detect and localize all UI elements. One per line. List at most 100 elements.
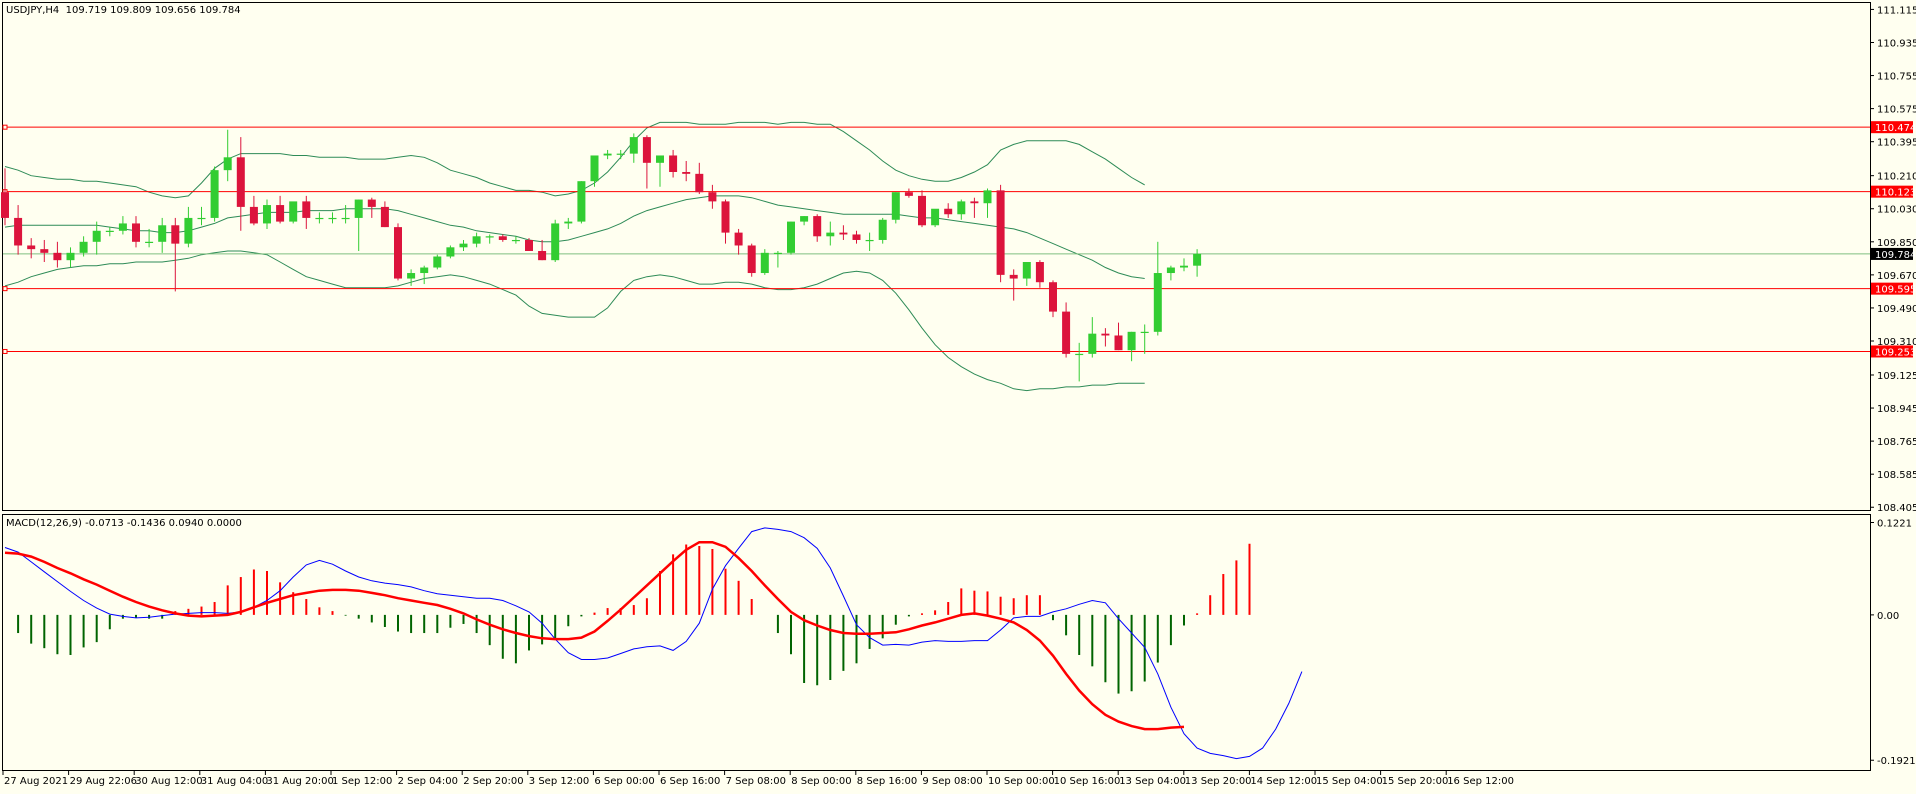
- candle-body: [145, 241, 154, 244]
- time-tick-label: 8 Sep 16:00: [857, 776, 917, 787]
- time-tick-label: 15 Sep 04:00: [1316, 776, 1383, 787]
- price-tick-label: 109.850: [1877, 238, 1916, 249]
- candle-body: [564, 221, 573, 224]
- price-tick-label: 109.670: [1877, 271, 1916, 282]
- level-price-tag: [1871, 282, 1913, 295]
- time-tick-label: 2 Sep 04:00: [398, 776, 458, 787]
- candle-body: [1166, 267, 1175, 274]
- candle-body: [551, 223, 560, 261]
- candle-body: [105, 230, 114, 232]
- candle-body: [656, 155, 664, 163]
- candle-body: [629, 137, 638, 154]
- level-price-tag: [1871, 185, 1913, 198]
- candle-body: [276, 205, 285, 222]
- level-handle: [2, 124, 8, 130]
- candle-body: [931, 208, 940, 226]
- time-tick-label: 30 Aug 12:00: [135, 776, 202, 787]
- level-price-label: 110.474: [1875, 123, 1916, 134]
- candle-body: [1009, 274, 1018, 279]
- candle-body: [328, 217, 337, 220]
- time-tick-label: 3 Sep 12:00: [529, 776, 589, 787]
- candle-body: [944, 208, 953, 215]
- candle-body: [223, 157, 232, 171]
- candle-body: [1075, 353, 1084, 356]
- candle-body: [118, 223, 127, 231]
- candle-body: [734, 232, 743, 246]
- candle-body: [66, 252, 75, 261]
- level-price-tag: [1871, 121, 1913, 134]
- macd-pane-frame: [2, 514, 1871, 771]
- candle-body: [1193, 253, 1202, 266]
- candle-body: [302, 201, 311, 218]
- candle-body: [826, 232, 835, 237]
- candle-body: [773, 252, 782, 255]
- level-handle: [2, 348, 8, 354]
- candle-body: [891, 192, 900, 220]
- candle-body: [800, 216, 809, 222]
- symbol-title: USDJPY,H4 109.719 109.809 109.656 109.78…: [6, 5, 241, 16]
- candle-body: [459, 243, 468, 248]
- candle-body: [249, 206, 258, 224]
- price-tick-label: 108.945: [1877, 404, 1916, 415]
- time-tick-label: 15 Sep 20:00: [1382, 776, 1449, 787]
- candle-body: [708, 192, 717, 202]
- candle-body: [682, 172, 691, 174]
- candle-body: [407, 273, 416, 279]
- candle-body: [904, 192, 913, 196]
- candle-body: [367, 199, 376, 207]
- candle-body: [852, 234, 861, 240]
- candle-body: [14, 217, 23, 246]
- price-tick-label: 109.310: [1877, 337, 1916, 348]
- time-tick-label: 10 Sep 00:00: [988, 776, 1055, 787]
- candle-body: [40, 249, 49, 253]
- time-tick-label: 13 Sep 04:00: [1119, 776, 1186, 787]
- current-price-tag: [1871, 247, 1913, 260]
- candle-body: [616, 153, 625, 155]
- candle-body: [380, 206, 389, 228]
- time-tick-label: 7 Sep 08:00: [726, 776, 786, 787]
- candle-body: [485, 236, 494, 238]
- price-tick-label: 109.125: [1877, 371, 1916, 382]
- price-tick-label: 110.395: [1877, 138, 1916, 149]
- candle-body: [1, 192, 9, 218]
- macd-pane: [4, 527, 1303, 760]
- time-tick-label: 27 Aug 2021: [4, 776, 68, 787]
- price-tick-label: 108.765: [1877, 437, 1916, 448]
- time-tick-label: 14 Sep 12:00: [1250, 776, 1317, 787]
- bollinger-middle-line: [4, 195, 1145, 279]
- current-price-label: 109.784: [1875, 250, 1916, 261]
- candle-body: [525, 239, 533, 251]
- candle-body: [197, 217, 206, 220]
- candle-body: [996, 190, 1005, 275]
- candle-body: [695, 173, 704, 193]
- main-pane-frame: [2, 2, 1871, 511]
- macd-tick-label: -0.1921: [1877, 756, 1916, 767]
- time-tick-label: 31 Aug 20:00: [266, 776, 333, 787]
- candle-body: [813, 216, 822, 237]
- macd-tick-label: 0.00: [1877, 611, 1899, 622]
- candle-body: [1153, 273, 1162, 332]
- candle-body: [341, 217, 350, 220]
- candle-body: [642, 137, 651, 163]
- candle-body: [538, 250, 547, 261]
- candle-body: [1101, 333, 1110, 336]
- candle-body: [171, 225, 180, 244]
- candle-body: [839, 232, 848, 235]
- candle-body: [236, 157, 245, 207]
- candle-body: [983, 190, 992, 204]
- macd-title: MACD(12,26,9) -0.0713 -0.1436 0.0940 0.0…: [6, 518, 242, 529]
- price-tick-label: 110.755: [1877, 72, 1916, 83]
- candle-body: [53, 252, 62, 261]
- candle-body: [289, 201, 298, 222]
- time-tick-label: 1 Sep 12:00: [332, 776, 392, 787]
- candle-body: [1035, 262, 1044, 283]
- macd-line: [4, 527, 1303, 760]
- candle-body: [184, 217, 193, 244]
- candle-body: [394, 227, 402, 279]
- candle-body: [787, 221, 795, 253]
- candle-body: [1022, 262, 1031, 279]
- candle-body: [210, 170, 219, 218]
- candle-body: [577, 181, 586, 222]
